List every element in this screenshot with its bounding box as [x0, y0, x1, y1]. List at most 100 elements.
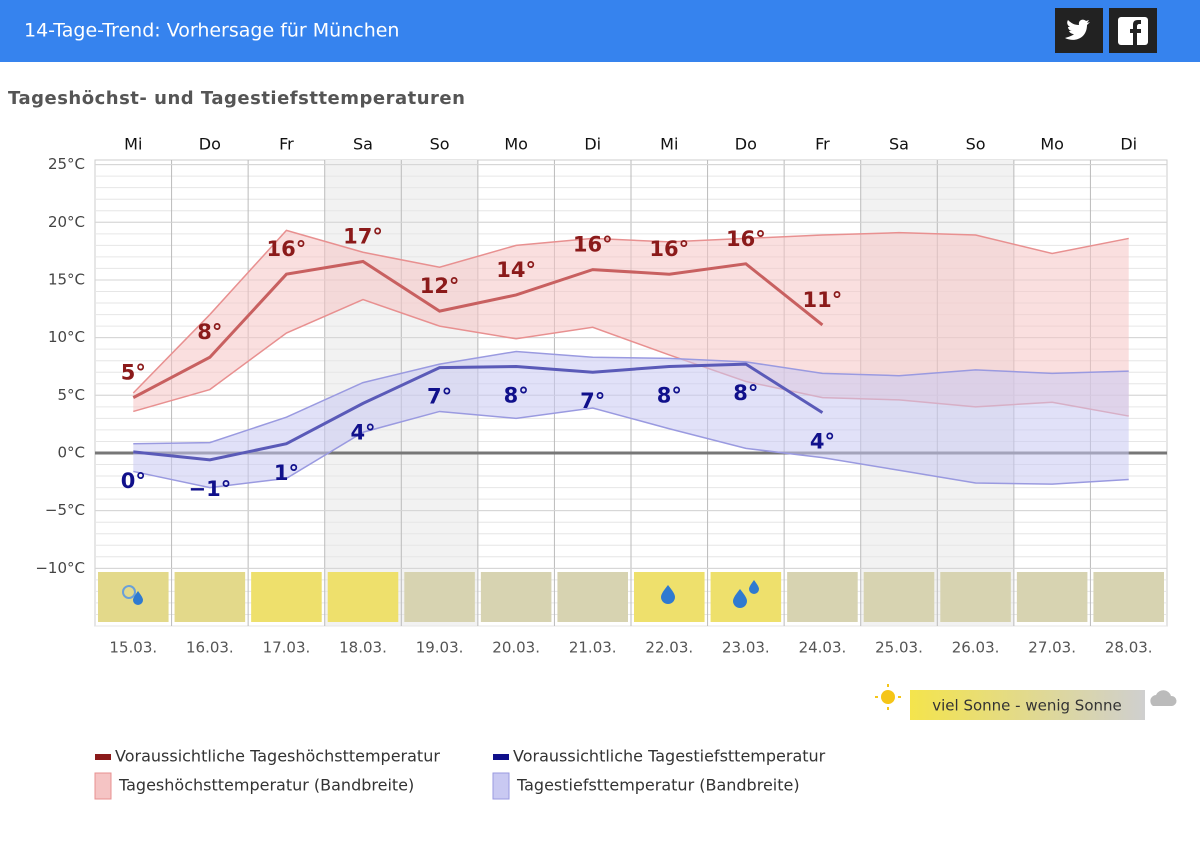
y-tick-label: −5°C [45, 501, 85, 519]
rain-icon [733, 589, 747, 608]
weather-tile [174, 572, 246, 622]
y-tick-label: 5°C [57, 386, 85, 404]
date-label: 27.03. [1028, 639, 1076, 657]
date-label: 24.03. [799, 639, 847, 657]
y-tick-label: 15°C [48, 270, 85, 288]
y-tick-label: 20°C [48, 213, 85, 231]
weekday-label: So [966, 135, 986, 154]
data-label: 4° [810, 430, 835, 454]
data-label: 5° [121, 361, 146, 385]
date-label: 21.03. [569, 639, 617, 657]
date-label: 15.03. [109, 639, 157, 657]
sun-scale-bar [910, 690, 1145, 720]
weekday-label: Mo [1040, 135, 1064, 154]
date-label: 25.03. [875, 639, 923, 657]
weather-tile [863, 572, 935, 622]
data-label: 16° [267, 237, 307, 261]
rain-icon [661, 585, 675, 604]
weather-tile [787, 572, 858, 622]
weekday-label: Mi [124, 135, 142, 154]
temperature-line [132, 259, 824, 399]
data-label: 14° [496, 258, 536, 282]
header-title: 14-Tage-Trend: Vorhersage für München [24, 20, 399, 42]
weekday-label: Mi [660, 135, 678, 154]
legend-label: Voraussichtliche Tageshöchsttemperatur [115, 747, 440, 766]
weekday-label: Do [735, 135, 757, 154]
legend-swatch [493, 754, 509, 760]
legend-swatch [94, 772, 112, 800]
data-label: 4° [350, 420, 375, 444]
sun-icon [881, 690, 895, 704]
data-label: 11° [803, 288, 843, 312]
temperature-line [133, 362, 824, 462]
date-label: 20.03. [492, 639, 540, 657]
weekday-label: Mo [504, 135, 528, 154]
weekday-label: So [430, 135, 450, 154]
data-label: 16° [649, 237, 689, 261]
sun-legend: viel Sonne - wenig Sonne [875, 684, 1177, 720]
weather-tile [327, 572, 399, 622]
legend-swatch [492, 772, 510, 800]
weekday-label: Di [584, 135, 601, 154]
data-label: 8° [197, 320, 222, 344]
band-lower-edge [133, 407, 1129, 489]
data-label: 17° [343, 225, 383, 249]
cloud-icon [1150, 690, 1177, 706]
data-label: −1° [188, 477, 231, 501]
header-bar [0, 0, 1200, 62]
weather-tile [1016, 572, 1088, 622]
data-label: 16° [573, 233, 613, 257]
data-label: 7° [427, 385, 452, 409]
weather-tile [1093, 572, 1164, 622]
chart-title: Tageshöchst- und Tagestiefsttemperaturen [8, 88, 465, 109]
weather-tile [710, 572, 782, 622]
rain-icon [749, 580, 759, 594]
date-label: 18.03. [339, 639, 387, 657]
band-upper-edge [133, 350, 1129, 445]
data-label: 8° [733, 381, 758, 405]
twitter-icon [1065, 19, 1090, 40]
facebook-f [1130, 20, 1141, 45]
weather-tile [557, 572, 628, 622]
date-label: 16.03. [186, 639, 234, 657]
data-label: 0° [121, 469, 146, 493]
data-label: 8° [504, 383, 529, 407]
legend-swatch [95, 754, 111, 760]
band-area [133, 230, 1129, 417]
weekday-label: Do [199, 135, 221, 154]
date-label: 19.03. [416, 639, 464, 657]
weather-tile [480, 572, 552, 622]
data-label: 8° [657, 383, 682, 407]
plot: 25°C 20°C 15°C 10°C 5°C 0°C −5°C −10°C Mi 15.03. D… [35, 135, 1168, 657]
data-label: 1° [274, 461, 299, 485]
weather-icons [122, 580, 759, 608]
y-tick-label: 0°C [57, 443, 85, 461]
sun-scale-label: viel Sonne - wenig Sonne [932, 697, 1122, 715]
weather-tile [404, 572, 475, 622]
weekday-label: Sa [889, 135, 909, 154]
rain-icon [133, 591, 143, 605]
date-label: 22.03. [645, 639, 693, 657]
y-tick-label: 25°C [48, 155, 85, 173]
data-label: 12° [420, 274, 460, 298]
band-area [133, 351, 1129, 488]
weekday-label: Fr [815, 135, 830, 154]
legend-label: Tagestiefsttemperatur (Bandbreite) [516, 776, 800, 795]
weather-tile [251, 572, 322, 622]
snow-icon [122, 585, 136, 599]
weekday-label: Di [1120, 135, 1137, 154]
date-label: 28.03. [1105, 639, 1153, 657]
weekday-label: Fr [279, 135, 294, 154]
data-label: 16° [726, 227, 766, 251]
y-tick-label: −10°C [35, 559, 85, 577]
weather-tile [940, 572, 1011, 622]
data-label: 7° [580, 389, 605, 413]
band-upper-edge [132, 229, 1129, 394]
y-tick-label: 10°C [48, 328, 85, 346]
legend-label: Tageshöchsttemperatur (Bandbreite) [118, 776, 414, 795]
date-label: 17.03. [263, 639, 311, 657]
weekday-label: Sa [353, 135, 373, 154]
date-label: 23.03. [722, 639, 770, 657]
